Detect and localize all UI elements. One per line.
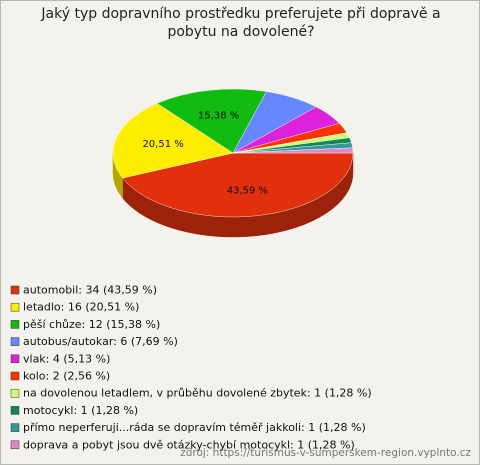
legend-swatch: [10, 388, 20, 398]
slice-label: 43,59 %: [227, 186, 268, 197]
slice-label: 20,51 %: [142, 139, 183, 150]
legend-swatch: [10, 440, 20, 450]
legend-label: na dovolenou letadlem, v průběhu dovolen…: [23, 387, 372, 400]
legend-label: doprava a pobyt jsou dvě otázky-chybí mo…: [23, 438, 355, 451]
legend-swatch: [10, 371, 20, 381]
legend-swatch: [10, 423, 20, 432]
slice-label: 15,38 %: [198, 110, 239, 121]
slice: [156, 88, 267, 154]
slice: [122, 152, 354, 218]
legend-swatch: [10, 354, 20, 364]
legend-swatch: [10, 320, 20, 329]
legend-label: automobil: 34 (43,59 %): [23, 284, 157, 297]
legend-label: vlak: 4 (5,13 %): [23, 352, 110, 365]
legend-label: autobus/autokar: 6 (7,69 %): [23, 335, 178, 348]
legend-label: pěší chůze: 12 (15,38 %): [23, 318, 160, 331]
source: zdroj: https://turismus-v-sumperskem-reg…: [180, 447, 471, 459]
legend-swatch: [10, 285, 20, 295]
legend-label: kolo: 2 (2,56 %): [23, 370, 110, 383]
legend-label: letadlo: 16 (20,51 %): [23, 301, 139, 314]
legend-swatch: [10, 337, 20, 346]
slice: [112, 103, 234, 179]
legend-label: přímo neperferuji...ráda se dopravím tém…: [23, 421, 366, 434]
legend-label: motocykl: 1 (1,28 %): [23, 404, 138, 417]
legend-swatch: [10, 406, 20, 415]
chart-title: Jaký typ dopravního prostředku preferuje…: [41, 6, 441, 40]
legend-swatch: [10, 302, 20, 312]
slice: [232, 147, 354, 154]
